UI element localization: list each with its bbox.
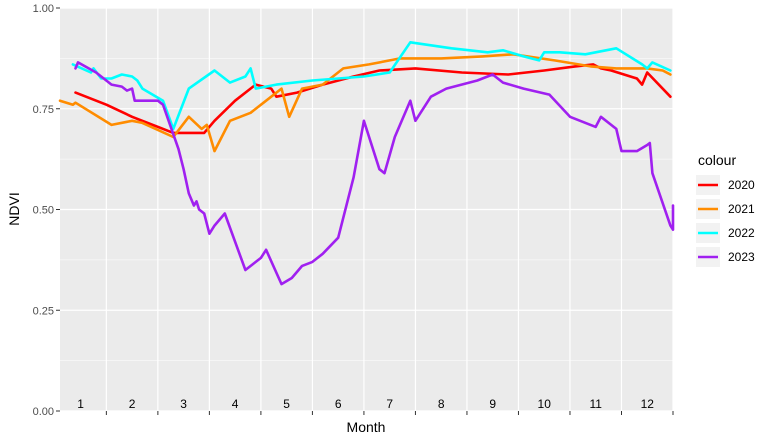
month-label: 1 (77, 397, 84, 411)
axes: 0.00 0.25 0.50 0.75 1.00 (33, 3, 674, 418)
legend-label: 2020 (728, 178, 755, 192)
series-line-2023 (74, 61, 675, 286)
grid-lines (60, 7, 674, 412)
legend-label: 2023 (728, 250, 755, 264)
month-label: 10 (538, 397, 552, 411)
month-label: 2 (129, 397, 136, 411)
legend-title: colour (698, 152, 736, 168)
x-axis-title: Month (347, 419, 386, 435)
month-label: 4 (232, 397, 239, 411)
y-tick-label: 1.00 (33, 3, 54, 15)
y-tick-label: 0.25 (33, 305, 54, 317)
series-line-2022 (71, 41, 672, 131)
y-axis-title: NDVI (6, 192, 22, 225)
y-tick-label: 0.50 (33, 205, 54, 217)
month-label: 12 (641, 397, 655, 411)
y-tick-label: 0.00 (33, 406, 54, 418)
legend: colour 2020 2021 2022 2023 (696, 152, 755, 267)
month-label: 3 (180, 397, 187, 411)
month-label: 6 (335, 397, 342, 411)
month-labels: 1 2 3 4 5 6 7 8 9 10 11 12 (77, 397, 654, 411)
y-tick-label: 0.75 (33, 104, 54, 116)
series-line-2020 (74, 63, 672, 135)
month-label: 5 (283, 397, 290, 411)
series-lines (58, 41, 675, 286)
legend-items: 2020 2021 2022 2023 (696, 175, 755, 267)
month-label: 8 (438, 397, 445, 411)
series-line-2021 (58, 53, 672, 153)
legend-label: 2022 (728, 226, 755, 240)
legend-label: 2021 (728, 202, 755, 216)
month-label: 7 (386, 397, 393, 411)
month-label: 11 (589, 397, 602, 411)
month-label: 9 (489, 397, 496, 411)
